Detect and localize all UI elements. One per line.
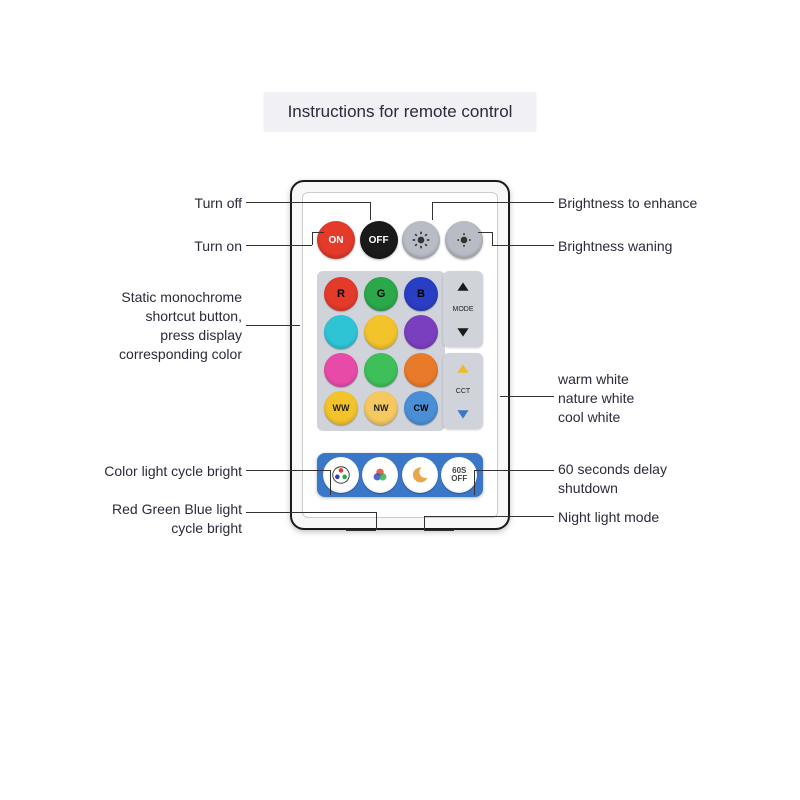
color-cycle-button[interactable] — [323, 457, 359, 493]
leader-line — [424, 516, 425, 530]
top-row: ON OFF — [317, 221, 483, 259]
leader-line — [246, 202, 292, 203]
arrow-up-icon — [456, 281, 470, 295]
label-brightness-down: Brightness waning — [558, 237, 672, 256]
page-title: Instructions for remote control — [264, 92, 537, 132]
color-orange-button[interactable] — [404, 353, 438, 387]
label-cct: warm white nature white cool white — [558, 370, 634, 427]
leader-line — [432, 202, 433, 220]
sixty-sec-button[interactable]: 60S OFF — [441, 457, 477, 493]
leader-line — [424, 530, 454, 531]
leader-line — [492, 245, 554, 246]
leader-line — [330, 470, 331, 495]
color-cyan-button[interactable] — [324, 315, 358, 349]
leader-line — [304, 470, 330, 471]
color-yellow-button[interactable] — [364, 315, 398, 349]
off-button[interactable]: OFF — [360, 221, 398, 259]
leader-line — [376, 512, 377, 530]
leader-line — [432, 202, 508, 203]
night-mode-button[interactable] — [402, 457, 438, 493]
leader-line — [246, 512, 346, 513]
on-button[interactable]: ON — [317, 221, 355, 259]
leader-line — [474, 470, 475, 495]
leader-line — [492, 232, 493, 245]
color-g-button[interactable]: G — [364, 277, 398, 311]
color-r-button[interactable]: R — [324, 277, 358, 311]
arrow-down-icon — [456, 324, 470, 338]
leader-line — [246, 470, 304, 471]
remote-face: ON OFF R G B WW NW CW — [302, 192, 498, 518]
leader-line — [246, 325, 300, 326]
brightness-up-icon — [411, 230, 431, 250]
brightness-up-button[interactable] — [402, 221, 440, 259]
arrow-down-icon — [456, 406, 470, 420]
mode-label: MODE — [453, 306, 474, 313]
label-color-cycle: Color light cycle bright — [104, 462, 242, 481]
color-b-button[interactable]: B — [404, 277, 438, 311]
leader-line — [346, 512, 376, 513]
brightness-down-icon — [454, 230, 474, 250]
leader-line — [370, 202, 371, 203]
color-green2-button[interactable] — [364, 353, 398, 387]
leader-line — [474, 470, 498, 471]
leader-line — [508, 202, 554, 203]
label-turn-off: Turn off — [195, 194, 242, 213]
cw-button[interactable]: CW — [404, 391, 438, 425]
ww-button[interactable]: WW — [324, 391, 358, 425]
leader-line — [454, 516, 554, 517]
leader-line — [370, 202, 371, 220]
bottom-bar: 60S OFF — [317, 453, 483, 497]
rgb-cycle-button[interactable] — [362, 457, 398, 493]
label-sixty: 60 seconds delay shutdown — [558, 460, 667, 498]
leader-line — [346, 530, 376, 531]
color-purple-button[interactable] — [404, 315, 438, 349]
leader-line — [498, 470, 554, 471]
label-static-mono: Static monochrome shortcut button, press… — [119, 288, 242, 364]
arrow-up-icon — [456, 363, 470, 377]
color-wheel-icon — [330, 464, 352, 486]
rgb-cycle-icon — [369, 464, 391, 486]
leader-line — [500, 396, 554, 397]
mode-column: MODE CCT — [443, 271, 483, 429]
moon-icon — [410, 465, 430, 485]
brightness-down-button[interactable] — [445, 221, 483, 259]
cct-toggle[interactable]: CCT — [443, 353, 483, 429]
leader-line — [312, 232, 324, 233]
label-turn-on: Turn on — [194, 237, 242, 256]
label-rgb-cycle: Red Green Blue light cycle bright — [112, 500, 242, 538]
leader-line — [478, 232, 492, 233]
label-brightness-up: Brightness to enhance — [558, 194, 697, 213]
label-night: Night light mode — [558, 508, 659, 527]
leader-line — [312, 232, 313, 245]
color-grid: R G B WW NW CW — [317, 271, 445, 431]
mode-toggle[interactable]: MODE — [443, 271, 483, 347]
color-magenta-button[interactable] — [324, 353, 358, 387]
nw-button[interactable]: NW — [364, 391, 398, 425]
leader-line — [292, 202, 370, 203]
leader-line — [424, 516, 454, 517]
leader-line — [246, 245, 312, 246]
cct-label: CCT — [456, 388, 470, 395]
